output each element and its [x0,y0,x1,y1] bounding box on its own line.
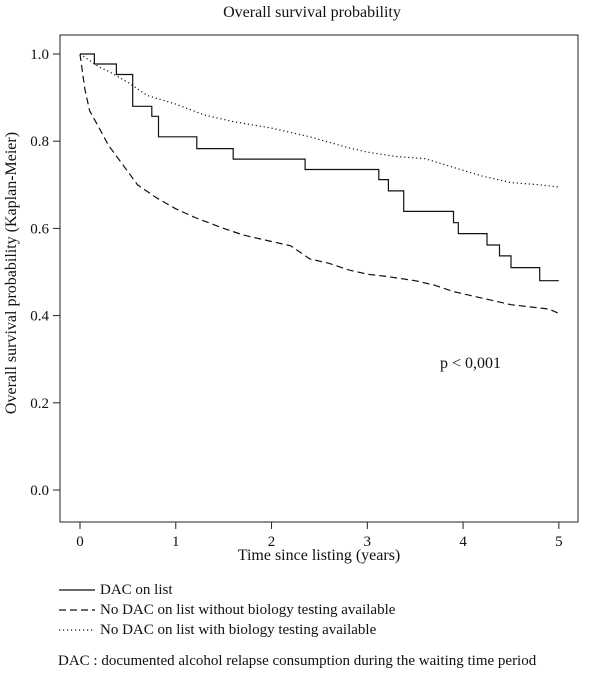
x-tick-label: 3 [364,534,372,550]
legend-label: No DAC on list without biology testing a… [100,601,396,618]
y-axis-label: Overall survival probability (Kaplan-Mei… [3,132,20,414]
x-axis-label: Time since listing (years) [238,547,401,564]
series-line-dac-on-list [80,53,559,282]
dashed-line-swatch [59,609,95,611]
series-line-no-dac-with-biology [79,53,559,188]
legend-label: No DAC on list with biology testing avai… [100,621,377,638]
y-axis: 0.0 0.2 0.4 0.6 0.8 1.0 [30,47,60,499]
dotted-line-swatch [59,629,95,631]
series-layer [79,53,560,314]
legend-label: DAC on list [100,581,173,598]
survival-chart: Overall survival probability 0.00.20.40.… [3,4,579,564]
x-tick-label: 5 [555,534,563,550]
p-value-annotation: p < 0,001 [440,355,501,372]
x-tick-label: 4 [459,534,467,550]
x-tick-label: 0 [76,534,84,550]
x-tick-label: 2 [268,534,276,550]
x-tick-label: 1 [172,534,180,550]
footnote: DAC : documented alcohol relapse consump… [58,653,537,669]
y-tick-label: 0.8 [30,134,49,150]
plot-frame [59,34,579,523]
x-axis: 0 1 2 3 4 5 [76,522,563,550]
y-tick-label: 0.2 [30,396,49,412]
y-tick-label: 0.0 [30,483,49,499]
y-tick-label: 1.0 [30,47,49,63]
solid-line-swatch [59,589,95,591]
legend-item-no-dac-without-biology: No DAC on list without biology testing a… [58,600,598,620]
series-line-no-dac-without-biology [79,53,560,314]
legend-item-dac-on-list: DAC on list [58,580,598,600]
y-tick-label: 0.4 [30,309,49,325]
legend: DAC on list No DAC on list without biolo… [58,580,598,640]
legend-item-no-dac-with-biology: No DAC on list with biology testing avai… [58,620,598,640]
chart-title: Overall survival probability [223,4,401,21]
y-tick-label: 0.6 [30,221,49,237]
